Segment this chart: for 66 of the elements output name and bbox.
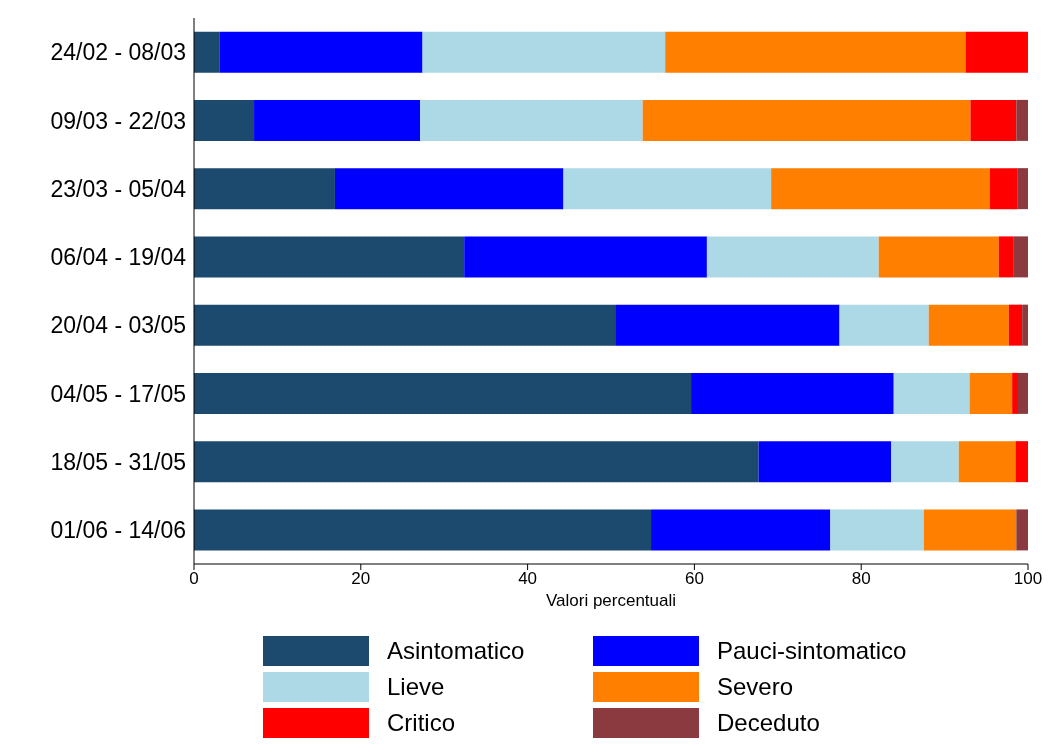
bar — [923, 509, 1017, 551]
bar — [878, 236, 999, 278]
bar — [989, 168, 1018, 210]
bar — [1008, 304, 1023, 346]
x-tick-label: 20 — [351, 569, 371, 589]
bar — [706, 236, 879, 278]
bar — [1013, 236, 1028, 278]
bar — [420, 99, 643, 141]
bar — [1016, 99, 1028, 141]
bar — [1016, 509, 1028, 551]
bar — [615, 304, 840, 346]
bar — [194, 31, 220, 73]
legend-label: Severo — [717, 673, 794, 701]
bar — [758, 441, 892, 483]
bar — [194, 168, 335, 210]
bar — [965, 31, 1028, 73]
bar — [194, 441, 759, 483]
x-tick-label: 0 — [189, 569, 199, 589]
bar — [464, 236, 707, 278]
bar — [194, 372, 692, 414]
bar — [891, 441, 959, 483]
legend-label: Deceduto — [717, 709, 820, 737]
bar — [665, 31, 966, 73]
bar — [1012, 372, 1018, 414]
legend-label: Critico — [387, 709, 456, 737]
bar — [691, 372, 894, 414]
bar — [194, 236, 465, 278]
y-tick-label: 04/05 - 17/05 — [50, 380, 186, 407]
y-tick-label: 24/02 - 08/03 — [50, 39, 186, 66]
x-tick-label: 40 — [518, 569, 538, 589]
x-tick-label: 80 — [851, 569, 871, 589]
bar — [969, 372, 1013, 414]
bar — [1017, 168, 1028, 210]
x-tick-label: 100 — [1013, 569, 1043, 589]
bar — [958, 441, 1016, 483]
y-tick-label: 09/03 - 22/03 — [50, 107, 186, 134]
bar — [830, 509, 924, 551]
bar — [1015, 441, 1028, 483]
x-tick-label: 60 — [684, 569, 704, 589]
bar — [254, 99, 421, 141]
bar — [194, 304, 616, 346]
bar — [771, 168, 990, 210]
bar — [334, 168, 564, 210]
bar — [1022, 304, 1028, 346]
x-axis-title: Valori percentuali — [545, 591, 677, 610]
bar — [219, 31, 423, 73]
bar — [563, 168, 772, 210]
bar — [422, 31, 666, 73]
bar — [1017, 372, 1028, 414]
bar — [642, 99, 971, 141]
bar — [839, 304, 929, 346]
y-tick-label: 20/04 - 03/05 — [50, 312, 186, 339]
y-tick-label: 23/03 - 05/04 — [50, 175, 187, 202]
y-tick-label: 06/04 - 19/04 — [50, 244, 187, 271]
legend-label: Asintomatico — [387, 637, 525, 665]
bar — [998, 236, 1014, 278]
legend-label: Lieve — [387, 673, 445, 701]
bar — [651, 509, 831, 551]
bar — [194, 509, 652, 551]
bar — [928, 304, 1009, 346]
bar — [194, 99, 255, 141]
y-tick-label: 01/06 - 14/06 — [50, 517, 186, 544]
legend-label: Pauci-sintomatico — [717, 637, 907, 665]
bar — [970, 99, 1017, 141]
y-tick-label: 18/05 - 31/05 — [50, 448, 186, 475]
bar — [893, 372, 970, 414]
